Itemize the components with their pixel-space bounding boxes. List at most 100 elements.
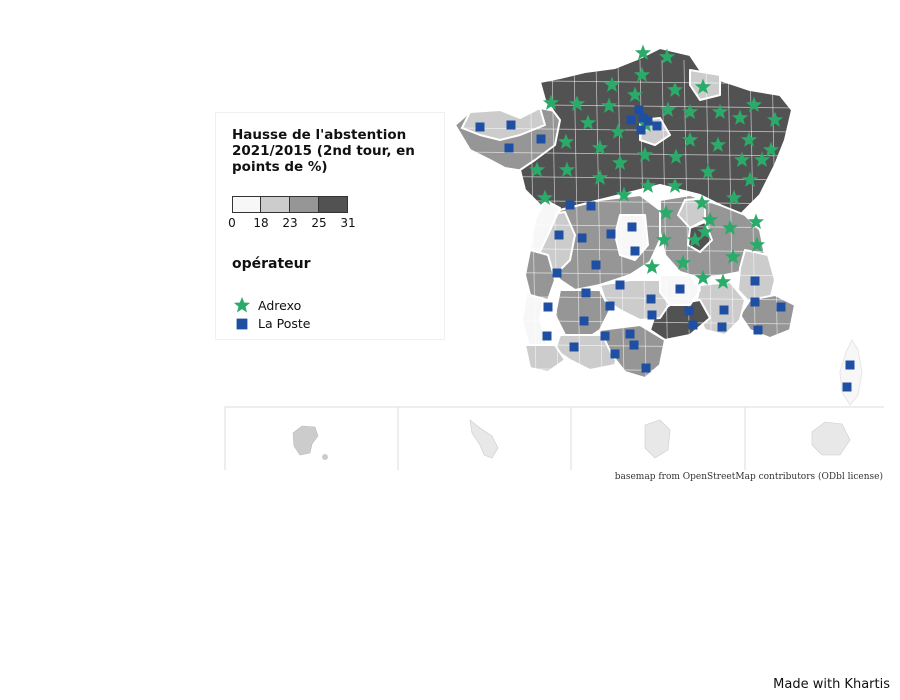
legend-title: Hausse de l'abstention 2021/2015 (2nd to… <box>232 127 415 175</box>
la-poste-square <box>684 306 694 316</box>
legend-item-adrexo: Adrexo <box>232 296 301 314</box>
la-poste-square <box>636 125 646 135</box>
adrexo-star <box>681 131 699 147</box>
adrexo-star <box>699 163 717 179</box>
la-poste-square <box>565 200 575 210</box>
la-poste-square <box>626 115 636 125</box>
adrexo-star <box>634 44 652 60</box>
adrexo-star <box>693 194 711 210</box>
scale-class-3 <box>290 196 319 213</box>
region-1 <box>461 107 546 141</box>
adrexo-star <box>745 96 763 112</box>
scale-tick-1: 18 <box>253 216 269 230</box>
la-poste-square <box>542 331 552 341</box>
la-poste-square <box>600 331 610 341</box>
scale-class-1 <box>232 196 261 213</box>
adrexo-star <box>725 189 743 205</box>
operator-legend-title: opérateur <box>232 256 311 272</box>
adrexo-star <box>696 223 714 239</box>
la-poste-square <box>750 276 760 286</box>
adrexo-star <box>674 254 692 270</box>
la-poste-square <box>776 302 786 312</box>
la-poste-square <box>638 113 648 123</box>
department-regions <box>454 47 863 406</box>
adrexo-star <box>611 154 629 170</box>
star-icon <box>232 296 252 314</box>
la-poste-square <box>753 325 763 335</box>
la-poste-square <box>506 120 516 130</box>
adrexo-star <box>633 66 651 82</box>
la-poste-square <box>647 310 657 320</box>
adrexo-star <box>747 213 765 229</box>
basemap-credit: basemap from OpenStreetMap contributors … <box>614 472 883 482</box>
la-poste-square <box>625 329 635 339</box>
adrexo-star <box>557 133 575 149</box>
la-poste-square <box>543 302 553 312</box>
inset-guadeloupe-islet <box>322 454 328 460</box>
la-poste-square <box>605 301 615 311</box>
la-poste-square <box>634 105 644 115</box>
la-poste-square <box>586 201 596 211</box>
la-poste-square <box>615 280 625 290</box>
la-poste-square <box>629 340 639 350</box>
scale-tick-4: 31 <box>340 216 356 230</box>
la-poste-square <box>641 363 651 373</box>
adrexo-star <box>655 231 673 247</box>
la-poste-square <box>845 360 855 370</box>
la-poste-square <box>554 230 564 240</box>
adrexo-star <box>748 236 766 252</box>
la-poste-square <box>579 316 589 326</box>
adrexo-star <box>666 81 684 97</box>
adrexo-star <box>766 111 784 127</box>
legend-label-la-poste: La Poste <box>258 316 311 331</box>
adrexo-star <box>724 248 742 264</box>
adrexo-star <box>643 258 661 274</box>
adrexo-star <box>636 146 654 162</box>
la-poste-square <box>717 322 727 332</box>
adrexo-star <box>591 139 609 155</box>
adrexo-star <box>591 169 609 185</box>
la-poste-square <box>675 284 685 294</box>
adrexo-star <box>686 231 704 247</box>
adrexo-star <box>733 151 751 167</box>
scale-tick-2: 23 <box>282 216 298 230</box>
la-poste-square <box>646 294 656 304</box>
adrexo-star <box>528 161 546 177</box>
scale-class-2 <box>261 196 290 213</box>
region-12 <box>739 294 796 339</box>
adrexo-star <box>558 161 576 177</box>
la-poste-square <box>652 121 662 131</box>
la-poste-square <box>688 320 698 330</box>
la-poste-square <box>643 116 653 126</box>
region-corsica <box>839 338 863 406</box>
adrexo-star <box>609 123 627 139</box>
adrexo-star <box>721 219 739 235</box>
la-poste-square <box>610 349 620 359</box>
adrexo-star <box>731 109 749 125</box>
la-poste-square <box>552 268 562 278</box>
legend: Hausse de l'abstention 2021/2015 (2nd to… <box>215 112 445 340</box>
scale-tick-3: 25 <box>311 216 327 230</box>
adrexo-star <box>603 76 621 92</box>
scale-class-4 <box>319 196 348 213</box>
la-poste-square <box>842 382 852 392</box>
adrexo-star <box>626 86 644 102</box>
inset-guadeloupe <box>292 425 319 456</box>
color-scale <box>232 196 348 213</box>
adrexo-star <box>579 114 597 130</box>
adrexo-star <box>568 95 586 111</box>
inset-guyane <box>644 419 671 459</box>
adrexo-star <box>658 48 676 64</box>
adrexo-star <box>701 211 719 227</box>
adrexo-star <box>657 204 675 220</box>
made-with-khartis: Made with Khartis <box>773 677 890 692</box>
adrexo-star <box>615 186 633 202</box>
legend-item-la-poste: La Poste <box>232 316 310 331</box>
la-poste-square <box>591 260 601 270</box>
adrexo-star <box>666 177 684 193</box>
adrexo-star <box>694 269 712 285</box>
scale-tick-0: 0 <box>228 216 236 230</box>
la-poste-square <box>475 122 485 132</box>
adrexo-star <box>741 171 759 187</box>
